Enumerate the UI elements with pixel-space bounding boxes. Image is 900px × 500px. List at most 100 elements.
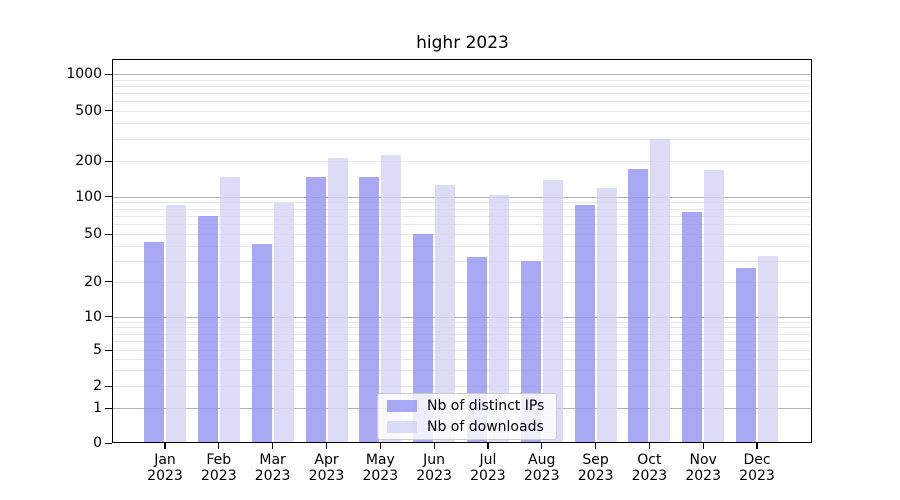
y-tick-label: 1000 (66, 66, 102, 82)
x-tick-label: Aug 2023 (523, 452, 560, 484)
bar-downloads (166, 205, 186, 443)
chart-title: highr 2023 (416, 33, 509, 53)
x-tick-mark (648, 443, 650, 449)
y-tick-label: 200 (75, 153, 102, 169)
x-tick-label: Jan 2023 (147, 452, 183, 484)
bar-distinct-ips (305, 176, 326, 443)
x-tick-label: Mar 2023 (254, 452, 291, 484)
legend-label: Nb of distinct IPs (427, 397, 545, 414)
y-tick-mark (105, 385, 112, 387)
bar-downloads (704, 169, 725, 443)
x-tick-mark (756, 443, 758, 449)
legend: Nb of distinct IPs Nb of downloads (377, 392, 557, 440)
gridline-minor (113, 92, 812, 94)
y-tick-label: 0 (93, 435, 102, 451)
legend-item: Nb of downloads (387, 419, 556, 435)
bar-downloads (219, 176, 240, 443)
gridline-minor (113, 100, 812, 102)
gridline-minor (113, 358, 812, 360)
gridline-minor (113, 321, 812, 323)
gridline-minor (113, 370, 812, 372)
gridline-minor (113, 234, 812, 235)
gridline-minor (113, 281, 812, 283)
bar-distinct-ips (628, 169, 649, 443)
y-tick-label: 500 (75, 102, 102, 119)
bar-downloads (596, 187, 617, 443)
y-tick-mark (105, 407, 112, 409)
gridline-minor (113, 327, 812, 329)
bar-downloads (542, 180, 563, 443)
x-tick-mark (164, 443, 166, 449)
bar-distinct-ips (144, 241, 164, 443)
gridline-minor (113, 333, 812, 335)
y-tick-mark (105, 316, 112, 318)
x-tick-label: Dec 2023 (739, 452, 775, 484)
bar-downloads (273, 202, 294, 443)
bar-downloads (381, 154, 402, 443)
legend-swatch-downloads (387, 420, 417, 433)
x-tick-mark (594, 443, 597, 449)
y-tick-label: 2 (93, 378, 102, 394)
x-tick-mark (541, 443, 543, 449)
gridline-minor (113, 122, 812, 124)
x-tick-mark (487, 443, 489, 449)
legend-item: Nb of distinct IPs (387, 398, 556, 414)
y-tick-mark (105, 442, 112, 444)
x-tick-label: Jun 2023 (416, 452, 452, 484)
gridline-minor (113, 202, 812, 204)
bar-distinct-ips (197, 215, 218, 443)
gridline-minor (113, 138, 812, 140)
bar-distinct-ips (251, 244, 272, 443)
x-tick-label: Sep 2023 (577, 452, 614, 484)
y-tick-label: 1 (93, 400, 102, 416)
bar-distinct-ips (736, 267, 756, 443)
gridline-minor (113, 85, 812, 87)
x-tick-mark (218, 443, 220, 449)
bar-distinct-ips (682, 212, 703, 443)
y-tick-mark (105, 160, 112, 162)
gridline-minor (113, 224, 812, 226)
gridline-minor (113, 208, 812, 210)
gridline-minor (113, 350, 812, 351)
bar-downloads (488, 195, 509, 443)
x-tick-mark (433, 443, 435, 449)
gridline-minor (113, 386, 812, 387)
gridline-minor (113, 260, 812, 262)
y-tick-label: 10 (84, 308, 102, 325)
gridline-minor (113, 245, 812, 247)
bar-distinct-ips (413, 234, 434, 443)
gridline-minor (113, 161, 812, 162)
bar-downloads (327, 158, 348, 443)
gridline-major (113, 74, 812, 75)
gridline-minor (113, 215, 812, 217)
gridline-minor (113, 79, 812, 81)
bar-downloads (650, 138, 671, 443)
x-tick-label: Jul 2023 (470, 452, 506, 484)
y-tick-label: 5 (93, 342, 102, 358)
gridline-major (113, 316, 812, 318)
x-tick-label: Apr 2023 (308, 452, 345, 484)
bar-distinct-ips (574, 204, 595, 443)
x-tick-label: Feb 2023 (200, 452, 237, 484)
legend-label: Nb of downloads (427, 418, 544, 435)
y-tick-mark (105, 196, 112, 198)
x-tick-mark (702, 443, 704, 449)
x-tick-label: Nov 2023 (685, 452, 721, 484)
y-tick-label: 100 (75, 188, 102, 205)
bar-downloads (435, 185, 456, 443)
y-tick-mark (105, 349, 112, 351)
x-tick-label: Oct 2023 (631, 452, 668, 484)
y-tick-label: 50 (84, 226, 102, 242)
y-tick-mark (105, 281, 112, 283)
y-tick-label: 20 (84, 273, 102, 290)
y-tick-mark (105, 73, 112, 75)
y-tick-mark (105, 110, 112, 112)
bar-downloads (758, 255, 778, 443)
bar-distinct-ips (359, 176, 380, 443)
y-tick-mark (105, 233, 112, 235)
x-tick-mark (379, 443, 381, 449)
gridline-minor (113, 341, 812, 343)
gridline-minor (113, 110, 812, 112)
x-tick-mark (272, 443, 274, 449)
